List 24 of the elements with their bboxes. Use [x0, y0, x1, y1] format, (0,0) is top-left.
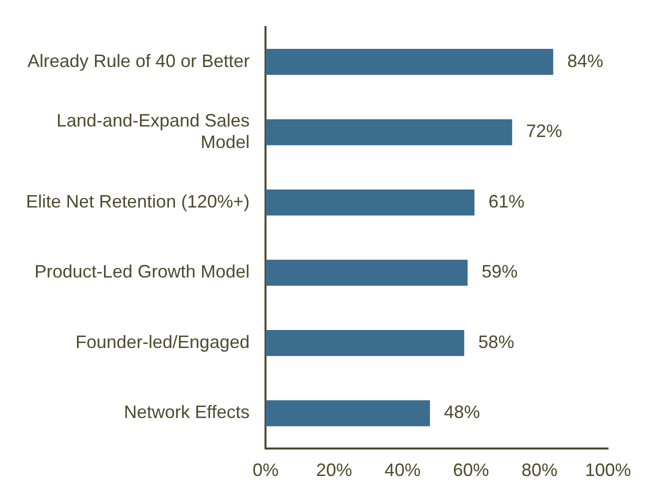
y-tick-label: Network Effects [124, 402, 250, 422]
y-tick-label: Land-and-Expand Sales Model [56, 110, 250, 152]
data-label: 61% [488, 191, 525, 212]
bar [266, 330, 464, 356]
x-tick-label: 20% [316, 460, 352, 480]
y-tick-label: Product-Led Growth Model [34, 262, 250, 282]
x-tick-label: 60% [453, 460, 490, 480]
x-tick-label: 80% [522, 460, 558, 480]
data-label: 72% [526, 121, 562, 142]
bar [266, 48, 554, 75]
data-label: 84% [567, 50, 604, 71]
y-tick-label: Founder-led/Engaged [75, 332, 250, 352]
bar [266, 189, 474, 216]
y-tick-label: Already Rule of 40 or Better [27, 50, 250, 71]
bar [266, 260, 468, 286]
data-label: 59% [482, 262, 518, 282]
x-tick-label: 0% [252, 460, 279, 480]
x-tick-label: 40% [384, 460, 421, 480]
y-tick-label: Elite Net Retention (120%+) [26, 191, 250, 212]
bar [266, 400, 430, 426]
data-label: 58% [478, 332, 514, 352]
data-label: 48% [444, 402, 480, 422]
x-tick-label: 100% [584, 460, 632, 480]
bar [266, 119, 512, 146]
